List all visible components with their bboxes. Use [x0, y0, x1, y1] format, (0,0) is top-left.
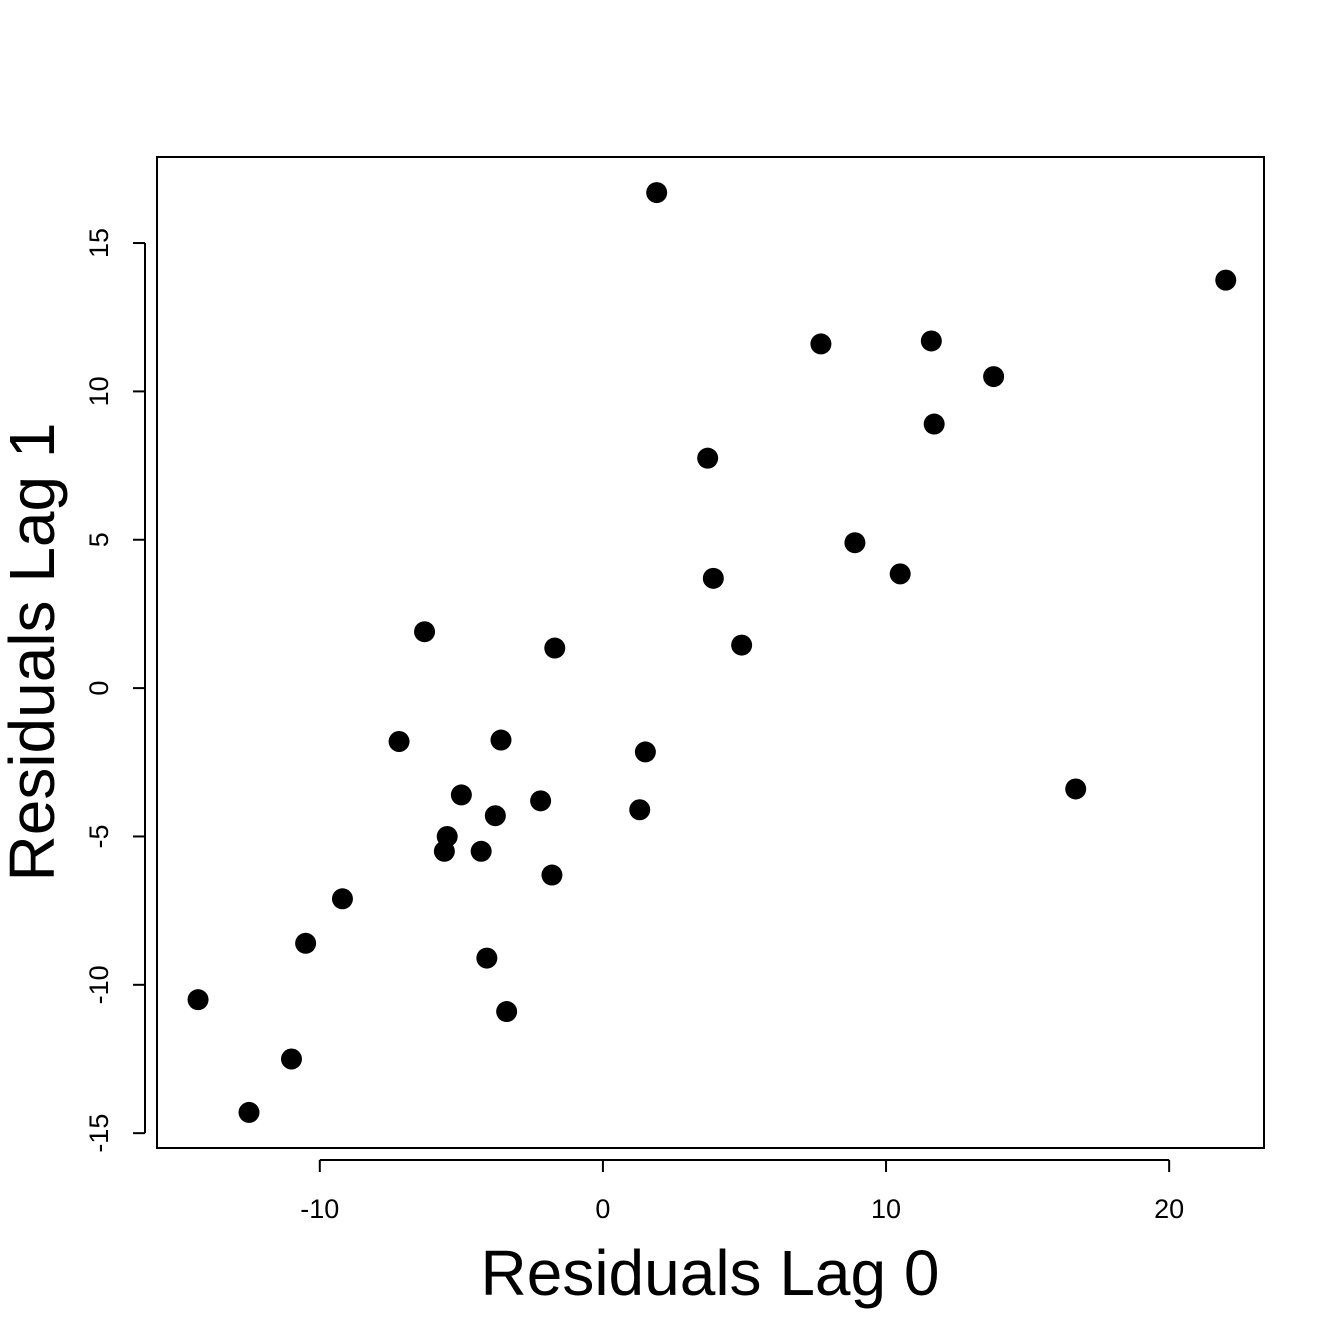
- scatter-point: [1215, 269, 1237, 291]
- scatter-point: [697, 447, 719, 469]
- scatter-point: [530, 790, 552, 812]
- scatter-point: [889, 563, 911, 585]
- x-tick-label: -10: [300, 1194, 339, 1224]
- scatter-point: [634, 741, 656, 763]
- x-tick-label: 20: [1154, 1194, 1184, 1224]
- y-tick-label: 15: [84, 228, 114, 258]
- y-tick-label: -15: [84, 1114, 114, 1153]
- y-tick-label: 5: [84, 532, 114, 547]
- scatter-point: [331, 888, 353, 910]
- scatter-point: [484, 805, 506, 827]
- scatter-point: [450, 784, 472, 806]
- scatter-point: [280, 1048, 302, 1070]
- scatter-point: [470, 840, 492, 862]
- scatter-point: [629, 799, 651, 821]
- y-axis: -15 -10 -5 0 5 10 15: [84, 228, 146, 1153]
- scatter-point: [490, 729, 512, 751]
- data-points: [187, 182, 1237, 1123]
- scatter-point: [544, 637, 566, 659]
- scatter-point: [187, 989, 209, 1011]
- scatter-point: [496, 1001, 518, 1023]
- x-tick-label: 10: [871, 1194, 901, 1224]
- scatter-point: [731, 634, 753, 656]
- scatter-point: [983, 366, 1005, 388]
- scatter-point: [702, 567, 724, 589]
- scatter-point: [923, 413, 945, 435]
- scatter-point: [541, 864, 563, 886]
- y-tick-label: -5: [84, 824, 114, 848]
- x-axis-title: Residuals Lag 0: [481, 1237, 940, 1309]
- x-axis: -10 0 10 20: [300, 1159, 1184, 1224]
- scatter-point: [388, 731, 410, 753]
- scatter-point: [810, 333, 832, 355]
- y-axis-title: Residuals Lag 1: [0, 423, 68, 882]
- scatter-point: [646, 182, 668, 204]
- x-tick-label: 0: [595, 1194, 610, 1224]
- y-tick-label: 10: [84, 376, 114, 406]
- scatter-point: [433, 840, 455, 862]
- scatter-point: [1065, 778, 1087, 800]
- scatter-point: [295, 932, 317, 954]
- scatter-point: [476, 947, 498, 969]
- scatter-point: [920, 330, 942, 352]
- y-tick-label: -10: [84, 965, 114, 1004]
- y-tick-label: 0: [84, 681, 114, 696]
- scatter-point: [238, 1101, 260, 1123]
- plot-frame: [156, 156, 1265, 1149]
- scatter-point: [414, 621, 436, 643]
- scatter-point: [844, 532, 866, 554]
